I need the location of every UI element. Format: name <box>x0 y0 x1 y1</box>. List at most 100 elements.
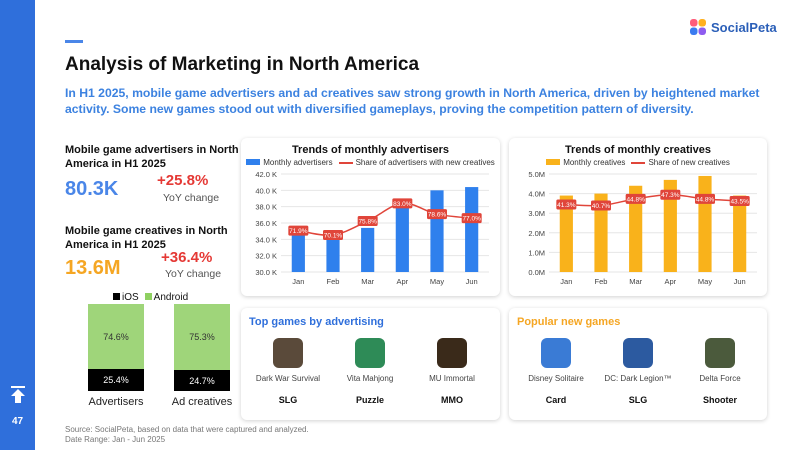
data-label-text: 71.9% <box>289 228 308 235</box>
data-label-box <box>357 216 378 227</box>
legend-bar: Monthly creatives <box>546 158 625 167</box>
bar <box>430 190 444 272</box>
legend-ios: iOS <box>113 292 139 303</box>
bar <box>395 199 409 272</box>
page-title: Analysis of Marketing in North America <box>65 54 420 75</box>
data-label-text: 41.3% <box>557 202 576 209</box>
bar <box>629 185 643 272</box>
data-label-text: 40.7% <box>592 203 611 210</box>
game-name: Disney Solitaire <box>528 374 584 383</box>
legend-bar: Monthly advertisers <box>246 158 333 167</box>
data-label-text: 83.0% <box>393 201 412 208</box>
game-item[interactable]: MU Immortal MMO <box>407 338 497 405</box>
data-label-text: 47.3% <box>661 192 680 199</box>
data-label: 40.7% <box>591 200 611 211</box>
legend-android: Android <box>144 292 188 303</box>
x-tick-label: Jan <box>292 277 304 286</box>
data-label: 83.0% <box>392 198 413 209</box>
x-tick-label: Jun <box>466 277 478 286</box>
new-games-card: Popular new games Disney Solitaire Card DC… <box>509 308 767 420</box>
x-tick-label: Feb <box>327 277 340 286</box>
game-item[interactable]: Vita Mahjong Puzzle <box>325 338 415 405</box>
game-name: MU Immortal <box>429 374 475 383</box>
data-label: 43.5% <box>729 195 750 206</box>
y-tick-label: 3.0M <box>528 209 545 218</box>
y-tick-label: 34.0 K <box>255 235 277 244</box>
bar <box>326 239 340 272</box>
data-label: 78.6% <box>427 209 447 220</box>
bar <box>559 195 573 272</box>
top-games-title: Top games by advertising <box>249 316 384 328</box>
data-label-box <box>392 198 413 209</box>
game-category: Card <box>545 395 567 405</box>
data-label-text: 43.5% <box>730 198 749 205</box>
x-tick-label: Mar <box>629 277 642 286</box>
legend-line: Share of advertisers with new creatives <box>338 158 495 167</box>
top-games-card: Top games by advertising Dark War Surviv… <box>241 308 500 420</box>
y-tick-label: 38.0 K <box>255 203 277 212</box>
mu-immortal-icon <box>437 338 467 368</box>
game-name: Delta Force <box>699 374 741 383</box>
chart-legend: Monthly advertisers Share of advertisers… <box>241 158 500 167</box>
y-tick-label: 4.0M <box>528 190 545 199</box>
data-label-box <box>288 225 309 236</box>
x-tick-label: Feb <box>595 277 608 286</box>
y-tick-label: 42.0 K <box>255 170 277 179</box>
back-to-top-icon[interactable] <box>10 386 26 404</box>
game-item[interactable]: DC: Dark Legion™ SLG <box>593 338 683 405</box>
data-label-text: 75.8% <box>358 219 377 226</box>
data-label: 77.0% <box>461 213 482 224</box>
data-label-text: 78.6% <box>428 212 447 219</box>
data-label-text: 70.1% <box>324 233 343 240</box>
advertisers-label: Mobile game advertisers in North America… <box>65 144 239 170</box>
advertisers-chart: 30.0 K 32.0 K 34.0 K 36.0 K 38.0 K 40.0 K 42.0… <box>255 170 489 286</box>
game-category: Shooter <box>702 395 737 405</box>
data-label-box <box>556 199 577 210</box>
chart-title: Trends of monthly creatives <box>564 144 712 156</box>
x-tick-label: Apr <box>664 277 676 286</box>
bar <box>698 175 712 272</box>
x-tick-label: Jun <box>734 277 746 286</box>
page-number: 47 <box>11 416 24 427</box>
delta-force-icon <box>705 338 735 368</box>
x-tick-label: Jan <box>560 277 572 286</box>
data-label: 47.3% <box>660 189 681 200</box>
chart-title: Trends of monthly advertisers <box>291 144 450 156</box>
bar <box>465 187 479 272</box>
android-segment: 74.6% <box>88 304 144 369</box>
y-tick-label: 0.0M <box>528 268 545 277</box>
slide: Analysis of Marketing in North America I… <box>35 0 800 450</box>
data-label-box <box>695 193 715 204</box>
new-games-title: Popular new games <box>517 316 621 328</box>
game-item[interactable]: Disney Solitaire Card <box>511 338 601 405</box>
date-range: Date Range: Jan - Jun 2025 <box>65 435 166 444</box>
page-subtitle: In H1 2025, mobile game advertisers and … <box>65 86 760 116</box>
x-tick-label: May <box>698 277 712 286</box>
creatives-label: Mobile game creatives in North America i… <box>65 225 228 251</box>
data-label: 41.3% <box>556 199 577 210</box>
bar <box>733 195 747 272</box>
x-tick-label: May <box>430 277 444 286</box>
creatives-change: +36.4% <box>161 249 213 266</box>
y-tick-label: 36.0 K <box>255 219 277 228</box>
android-segment: 75.3% <box>174 304 230 370</box>
advertisers-bar-label: Advertisers <box>88 396 144 408</box>
dc-dark-legion-icon <box>623 338 653 368</box>
game-item[interactable]: Dark War Survival SLG <box>243 338 333 405</box>
game-category: MMO <box>441 395 463 405</box>
data-label-box <box>660 189 681 200</box>
bar <box>594 193 608 272</box>
data-label-box <box>591 200 611 211</box>
data-label: 75.8% <box>357 216 378 227</box>
logo-text: SocialPeta <box>711 19 777 35</box>
game-item[interactable]: Delta Force Shooter <box>675 338 765 405</box>
advertisers-change: +25.8% <box>157 172 209 189</box>
creatives-bar-label: Ad creatives <box>171 396 233 408</box>
game-category: Puzzle <box>355 395 384 405</box>
ios-segment: 24.7% <box>174 370 230 391</box>
data-label-box <box>625 193 646 204</box>
source-note: Source: SocialPeta, based on data that w… <box>65 425 309 445</box>
disney-solitaire-icon <box>541 338 571 368</box>
data-label: 44.8% <box>695 193 715 204</box>
chart-legend: Monthly creatives Share of new creatives <box>509 158 767 167</box>
